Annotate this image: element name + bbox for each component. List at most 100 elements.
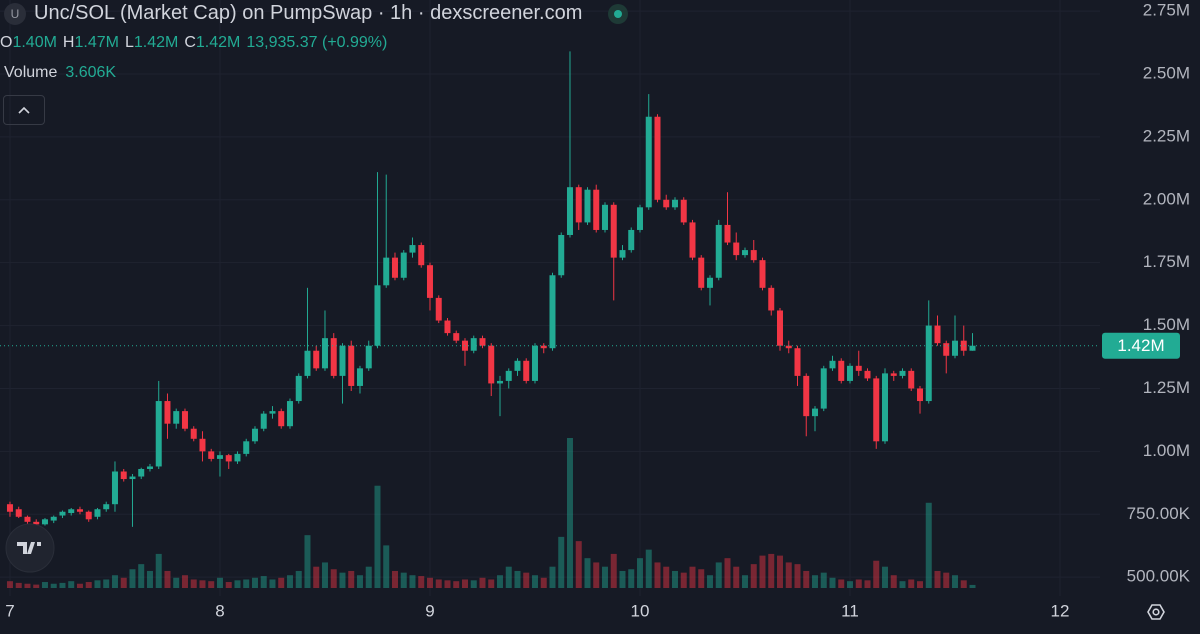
candle-body xyxy=(811,408,818,417)
ohlc-change: 13,935.37 (+0.99%) xyxy=(246,34,388,51)
candle-body xyxy=(951,340,958,356)
volume-bar xyxy=(365,566,372,588)
candle-body xyxy=(313,350,320,369)
volume-bar xyxy=(251,577,258,588)
volume-bar xyxy=(969,584,976,588)
volume-bar xyxy=(321,562,328,588)
candle-body xyxy=(164,401,171,424)
candle-body xyxy=(225,455,232,462)
y-tick-label: 2.75M xyxy=(1143,1,1190,20)
volume-bar xyxy=(601,566,608,588)
y-tick-label: 750.00K xyxy=(1127,504,1191,523)
settings-icon[interactable] xyxy=(1147,604,1165,620)
volume-bar xyxy=(768,553,775,588)
volume-bar xyxy=(951,575,958,588)
candle-body xyxy=(304,350,311,376)
candle-body xyxy=(190,428,197,439)
volume-bar xyxy=(304,535,311,588)
candle-body xyxy=(628,229,635,251)
volume-bar xyxy=(120,577,127,588)
y-tick-label: 2.00M xyxy=(1143,189,1190,208)
candle-body xyxy=(24,516,31,522)
candle-body xyxy=(251,428,258,442)
volume-bar xyxy=(838,579,845,588)
candle-body xyxy=(960,340,967,351)
candle-body xyxy=(33,521,40,525)
volume-bar xyxy=(636,558,643,588)
collapse-button[interactable] xyxy=(3,95,45,125)
volume-bar xyxy=(59,582,66,588)
volume-bar xyxy=(794,564,801,588)
candle-body xyxy=(50,516,57,521)
x-tick-label: 10 xyxy=(631,601,650,620)
volume-bar xyxy=(33,584,40,588)
volume-bar xyxy=(146,570,153,588)
candle-body xyxy=(733,242,740,256)
candle-body xyxy=(864,370,871,379)
candle-body xyxy=(759,260,766,288)
volume-bar xyxy=(916,581,923,588)
candle-body xyxy=(785,345,792,349)
candle-body xyxy=(295,375,302,402)
x-tick-label: 7 xyxy=(5,601,14,620)
volume-bar xyxy=(820,572,827,588)
volume-bar xyxy=(584,558,591,588)
candle-body xyxy=(531,345,538,381)
candle-body xyxy=(671,199,678,208)
candle-body xyxy=(339,345,346,376)
x-tick-label: 8 xyxy=(215,601,224,620)
volume-bar xyxy=(934,570,941,588)
candle-body xyxy=(899,370,906,376)
volume-bar xyxy=(776,555,783,588)
volume-bar xyxy=(41,582,48,588)
volume-bar xyxy=(435,579,442,588)
volume-bar xyxy=(829,577,836,588)
volume-label: Volume xyxy=(4,64,58,81)
volume-bar xyxy=(645,549,652,588)
candle-body xyxy=(400,252,407,278)
volume-bar xyxy=(908,579,915,588)
volume-bar xyxy=(225,582,232,588)
candle-body xyxy=(260,413,267,429)
volume-bar xyxy=(803,570,810,588)
volume-bar xyxy=(155,553,162,588)
candle-body xyxy=(330,338,337,376)
volume-bar xyxy=(234,580,241,588)
chart-title: Unc/SOL (Market Cap) on PumpSwap · 1h · … xyxy=(34,2,583,24)
volume-bar xyxy=(925,502,932,588)
candle-body xyxy=(514,360,521,371)
volume-bar xyxy=(689,566,696,588)
candle-body xyxy=(601,204,608,230)
volume-bar xyxy=(129,569,136,588)
last-price-tag xyxy=(1102,332,1180,359)
volume-bar xyxy=(540,577,547,588)
volume-bar xyxy=(855,579,862,588)
volume-bar xyxy=(216,577,223,588)
volume-legend: Volume 3.606K xyxy=(4,64,116,82)
candle-body xyxy=(181,411,188,429)
y-tick-label: 2.25M xyxy=(1143,126,1190,145)
candle-body xyxy=(41,519,48,525)
candle-body xyxy=(505,370,512,381)
volume-bar xyxy=(199,580,206,588)
volume-bar xyxy=(846,581,853,588)
candle-body xyxy=(636,207,643,230)
volume-bar xyxy=(383,545,390,588)
candle-body xyxy=(916,388,923,402)
volume-bar xyxy=(890,575,897,588)
volume-bar xyxy=(330,569,337,588)
volume-bar xyxy=(400,572,407,588)
x-tick-label: 12 xyxy=(1051,601,1070,620)
candle-body xyxy=(286,401,293,427)
volume-bar xyxy=(671,570,678,588)
volume-bar xyxy=(444,580,451,588)
logo xyxy=(5,523,55,573)
volume-bar xyxy=(260,576,267,588)
volume-bar xyxy=(138,564,145,588)
candle-body xyxy=(374,285,381,346)
volume-bar xyxy=(286,575,293,588)
candle-body xyxy=(794,348,801,376)
volume-bar xyxy=(15,582,22,588)
volume-bar xyxy=(374,485,381,588)
y-tick-label: 1.25M xyxy=(1143,378,1190,397)
